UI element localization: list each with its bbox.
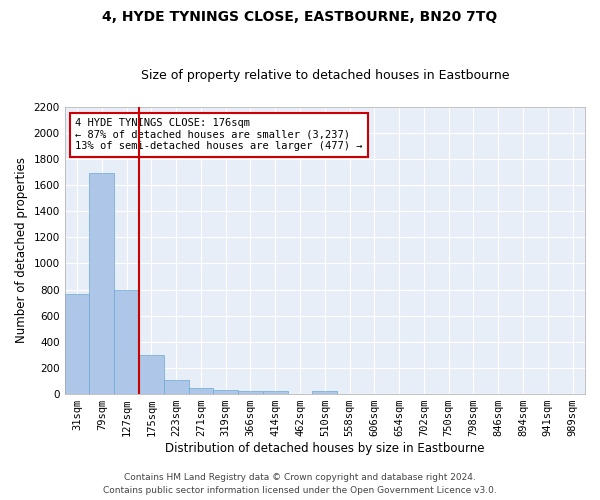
Bar xyxy=(214,390,238,394)
Bar xyxy=(188,388,214,394)
Bar xyxy=(238,390,263,394)
Text: 4, HYDE TYNINGS CLOSE, EASTBOURNE, BN20 7TQ: 4, HYDE TYNINGS CLOSE, EASTBOURNE, BN20 … xyxy=(103,10,497,24)
Bar xyxy=(164,380,188,394)
Bar xyxy=(263,391,287,394)
Title: Size of property relative to detached houses in Eastbourne: Size of property relative to detached ho… xyxy=(140,69,509,82)
Bar xyxy=(89,174,114,394)
Bar xyxy=(313,392,337,394)
Bar xyxy=(139,355,164,394)
Y-axis label: Number of detached properties: Number of detached properties xyxy=(15,158,28,344)
Bar xyxy=(114,290,139,394)
Text: 4 HYDE TYNINGS CLOSE: 176sqm
← 87% of detached houses are smaller (3,237)
13% of: 4 HYDE TYNINGS CLOSE: 176sqm ← 87% of de… xyxy=(75,118,362,152)
X-axis label: Distribution of detached houses by size in Eastbourne: Distribution of detached houses by size … xyxy=(165,442,485,455)
Bar xyxy=(65,294,89,394)
Text: Contains HM Land Registry data © Crown copyright and database right 2024.
Contai: Contains HM Land Registry data © Crown c… xyxy=(103,474,497,495)
